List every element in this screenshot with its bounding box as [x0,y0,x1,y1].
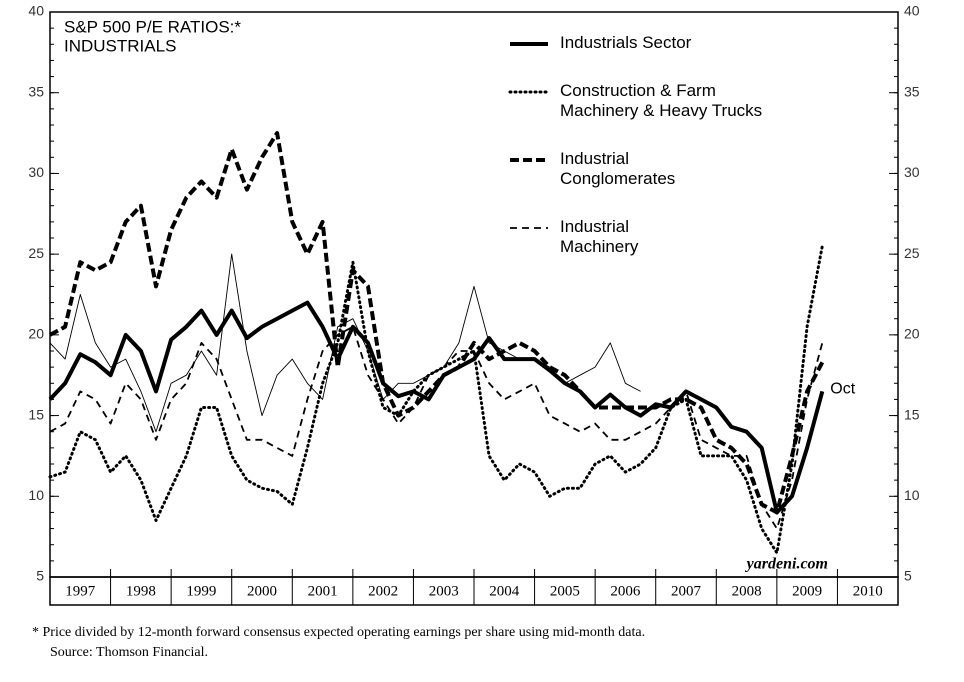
legend-label: Construction & Farm Machinery & Heavy Tru… [560,81,762,120]
x-tick-label: 2004 [489,583,520,599]
chart-title: S&P 500 P/E RATIOS:* [64,17,241,36]
x-tick-label: 1999 [186,583,216,599]
y-tick-label: 25 [28,245,44,261]
x-tick-label: 1998 [126,583,156,599]
y2-tick-label: 35 [904,83,920,99]
y-tick-label: 40 [28,3,44,19]
y2-tick-label: 5 [904,568,912,584]
legend-label: Industrial Conglomerates [560,149,675,188]
x-tick-label: 2007 [671,583,702,599]
series-line [48,300,825,515]
y-tick-label: 30 [28,164,44,180]
series-line [49,131,825,515]
x-tick-label: 2000 [247,583,277,599]
x-tick-label: 2009 [792,583,822,599]
y2-tick-label: 30 [904,164,920,180]
legend-label: Industrials Sector [560,33,692,52]
x-tick-label: 2008 [732,583,762,599]
end-label: Oct [830,381,855,398]
chart-title: INDUSTRIALS [64,36,176,55]
x-tick-label: 2010 [853,583,883,599]
source: Source: Thomson Financial. [50,645,208,660]
legend-label: Industrial Machinery [560,217,639,256]
y-tick-label: 10 [28,487,44,503]
x-tick-label: 2002 [368,583,398,599]
y2-tick-label: 15 [904,406,920,422]
x-tick-label: 2005 [550,583,580,599]
x-tick-label: 2001 [308,583,338,599]
y2-tick-label: 25 [904,245,920,261]
footnote: * Price divided by 12-month forward cons… [32,625,645,640]
x-tick-label: 2003 [429,583,459,599]
x-tick-label: 1997 [65,583,96,599]
y-tick-label: 15 [28,406,44,422]
y2-tick-label: 10 [904,487,920,503]
series-line [49,253,641,433]
y-tick-label: 35 [28,83,44,99]
y-tick-label: 5 [36,568,44,584]
source-mark: yardeni.com [745,556,828,573]
y2-tick-label: 20 [904,326,920,342]
x-tick-label: 2006 [610,583,641,599]
y-tick-label: 20 [28,326,44,342]
y2-tick-label: 40 [904,3,920,19]
